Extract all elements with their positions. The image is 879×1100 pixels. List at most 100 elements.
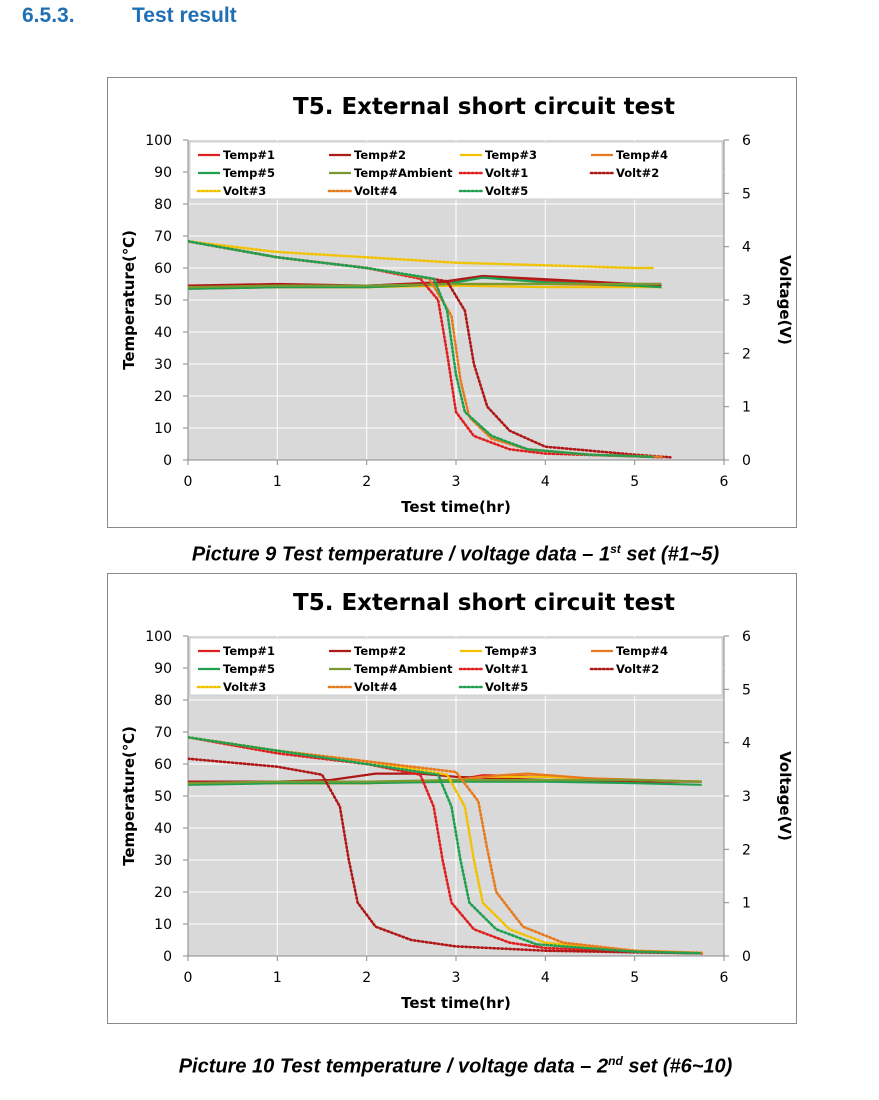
chart-1-legend-label-temp-3: Temp#3: [485, 148, 537, 162]
chart-1-ytick-20: 20: [154, 389, 172, 405]
chart-2-y2tick-5: 5: [742, 682, 751, 698]
chart-2-y2tick-2: 2: [742, 842, 751, 858]
caption-1: Picture 9 Test temperature / voltage dat…: [16, 542, 879, 567]
chart-2-ytick-0: 0: [163, 949, 172, 965]
chart-1-xtick-1: 1: [273, 474, 282, 490]
chart-2-ytick-40: 40: [154, 821, 172, 837]
chart-2-xtick-4: 4: [541, 970, 550, 986]
chart-1-legend: [189, 141, 723, 200]
chart-2-legend-label-temp-3: Temp#3: [485, 644, 537, 658]
chart-1-ytick-0: 0: [163, 453, 172, 469]
chart-2-xtick-6: 6: [720, 970, 729, 986]
chart-2-series-group: [188, 736, 704, 955]
chart-1-xtick-6: 6: [720, 474, 729, 490]
chart-1-legend-label-volt-5: Volt#5: [485, 184, 528, 198]
chart-1-legend-label-temp-2: Temp#2: [354, 148, 406, 162]
caption-1-sup: st: [610, 542, 621, 556]
chart-1-y2tick-0: 0: [742, 453, 751, 469]
chart-1-ytick-50: 50: [154, 293, 172, 309]
chart-1-legend-label-volt-2: Volt#2: [616, 166, 659, 180]
chart-1-ytick-30: 30: [154, 357, 172, 373]
chart-2-y2tick-1: 1: [742, 896, 751, 912]
chart-2-xtick-2: 2: [362, 970, 371, 986]
chart-1-y2tick-5: 5: [742, 186, 751, 202]
chart-2-series-temp-5: [188, 780, 702, 786]
chart-1-legend-label-temp-1: Temp#1: [223, 148, 275, 162]
chart-2-legend-label-volt-2: Volt#2: [616, 662, 659, 676]
caption-2-suffix: set (#6~10): [622, 1055, 733, 1078]
chart-2-xlabel: Test time(hr): [401, 994, 511, 1012]
chart-2-ytick-30: 30: [154, 853, 172, 869]
chart-1-y2tick-4: 4: [742, 240, 751, 256]
chart-1-ytick-90: 90: [154, 165, 172, 181]
chart-2-series-volt-2: [188, 757, 704, 955]
chart-1-ytick-40: 40: [154, 325, 172, 341]
chart-2-y2tick-3: 3: [742, 789, 751, 805]
chart-1-legend-label-temp-ambient: Temp#Ambient: [354, 166, 453, 180]
chart-2-svg: T5. External short circuit test010203040…: [120, 590, 794, 1012]
chart-2-legend-label-temp-ambient: Temp#Ambient: [354, 662, 453, 676]
chart-2-ytick-90: 90: [154, 661, 172, 677]
chart-2-xtick-3: 3: [452, 970, 461, 986]
chart-1-title: T5. External short circuit test: [293, 94, 675, 120]
section-title: Test result: [132, 4, 237, 27]
chart-2-ytick-100: 100: [145, 629, 172, 645]
chart-2-y2label: Voltage(V): [776, 751, 794, 841]
chart-2-y2tick-0: 0: [742, 949, 751, 965]
chart-1-legend-label-volt-3: Volt#3: [223, 184, 266, 198]
chart-2: T5. External short circuit test 0 10 20 30 40…: [107, 573, 797, 1024]
chart-1-series-temp-ambient: [188, 282, 662, 289]
chart-1-series-volt-5: [188, 240, 654, 459]
chart-1-ytick-70: 70: [154, 229, 172, 245]
chart-2-legend-label-temp-2: Temp#2: [354, 644, 406, 658]
chart-1-legend-label-temp-4: Temp#4: [616, 148, 668, 162]
chart-1-y2tick-3: 3: [742, 293, 751, 309]
chart-2-title: T5. External short circuit test: [293, 590, 675, 616]
chart-1-series-group: [188, 240, 672, 459]
chart-2-series-temp-ambient: [188, 778, 702, 785]
chart-1-ytick-60: 60: [154, 261, 172, 277]
section-number: 6.5.3.: [22, 4, 75, 27]
caption-1-suffix: set (#1~5): [620, 543, 720, 566]
chart-2-legend-label-volt-5: Volt#5: [485, 680, 528, 694]
chart-2-ytick-10: 10: [154, 917, 172, 933]
chart-1-xlabel: Test time(hr): [401, 498, 511, 516]
chart-2-y2tick-4: 4: [742, 736, 751, 752]
chart-2-legend: [189, 637, 723, 696]
chart-1-xtick-5: 5: [630, 474, 639, 490]
chart-1-ylabel: Temperature(℃): [120, 230, 138, 370]
chart-2-series-volt-5: [188, 736, 704, 955]
chart-1-series-volt-3: [188, 240, 654, 270]
chart-2-series-volt-4: [188, 736, 704, 955]
chart-1-legend-label-volt-4: Volt#4: [354, 184, 397, 198]
chart-2-ylabel: Temperature(℃): [120, 726, 138, 866]
chart-2-xtick-1: 1: [273, 970, 282, 986]
chart-1-svg: T5. External short circuit test010203040…: [120, 94, 794, 516]
chart-2-xtick-0: 0: [184, 970, 193, 986]
chart-2-xtick-5: 5: [630, 970, 639, 986]
caption-2: Picture 10 Test temperature / voltage da…: [16, 1054, 879, 1079]
caption-2-sup: nd: [608, 1054, 623, 1068]
chart-1-ytick-80: 80: [154, 197, 172, 213]
caption-2-prefix: Picture 10 Test temperature / voltage da…: [178, 1055, 609, 1078]
chart-1-xtick-2: 2: [362, 474, 371, 490]
chart-1-ytick-10: 10: [154, 421, 172, 437]
chart-1-y2tick-1: 1: [742, 400, 751, 416]
chart-2-ytick-60: 60: [154, 757, 172, 773]
chart-1-y2label: Voltage(V): [776, 255, 794, 345]
chart-2-legend-label-temp-1: Temp#1: [223, 644, 275, 658]
chart-2-ytick-20: 20: [154, 885, 172, 901]
chart-2-legend-label-volt-1: Volt#1: [485, 662, 528, 676]
chart-1-ytick-100: 100: [145, 133, 172, 149]
chart-2-ytick-70: 70: [154, 725, 172, 741]
chart-2-ytick-50: 50: [154, 789, 172, 805]
chart-2-legend-label-temp-4: Temp#4: [616, 644, 668, 658]
chart-2-legend-label-volt-4: Volt#4: [354, 680, 397, 694]
chart-1-xtick-4: 4: [541, 474, 550, 490]
chart-1-legend-label-temp-5: Temp#5: [223, 166, 275, 180]
chart-2-ytick-80: 80: [154, 693, 172, 709]
chart-1-y2tick-2: 2: [742, 346, 751, 362]
chart-1-y2tick-6: 6: [742, 133, 751, 149]
caption-1-prefix: Picture 9 Test temperature / voltage dat…: [191, 543, 611, 566]
chart-1-xtick-3: 3: [452, 474, 461, 490]
